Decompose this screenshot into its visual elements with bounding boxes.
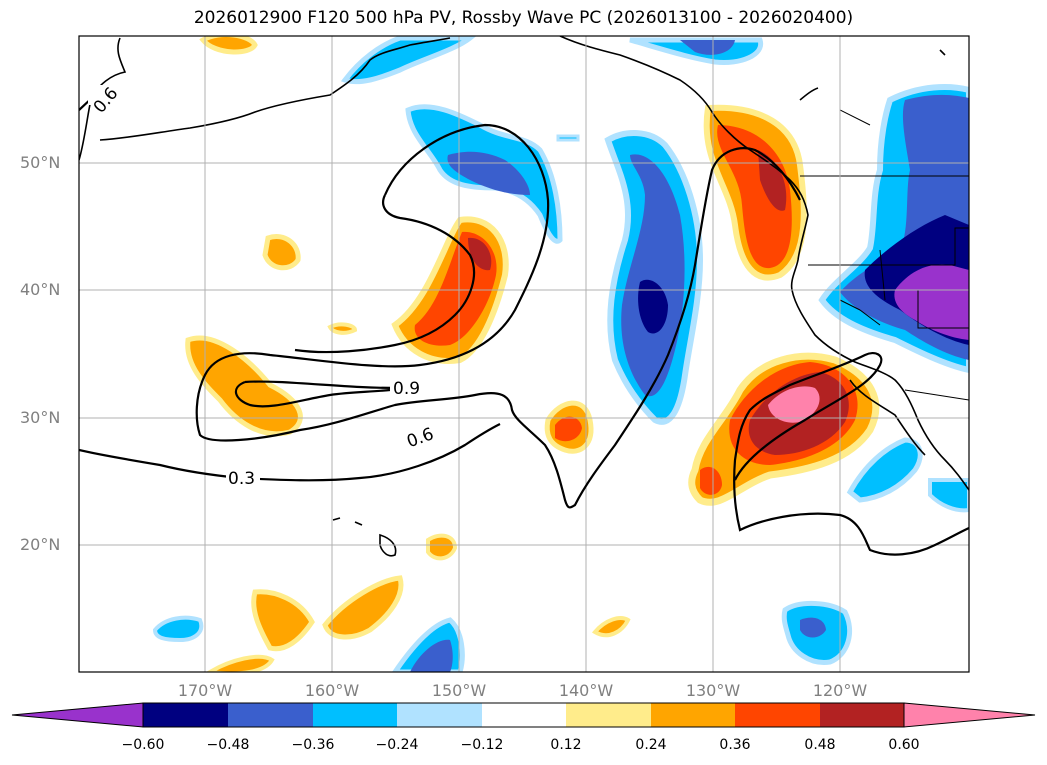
- colorbar-tick-4: −0.24: [375, 737, 419, 753]
- colorbar-segment-2: [228, 703, 313, 727]
- contour-label-0-3: 0.3: [228, 469, 255, 489]
- graticule-lines: [79, 36, 969, 672]
- colorbar-tick-9: 0.48: [804, 737, 836, 753]
- colorbar-segment-3: [313, 703, 397, 727]
- lon-label-120w: 120°W: [812, 681, 868, 700]
- contour-line-0.6-north: [195, 123, 801, 509]
- map-plot-area: 0.6 0.9 0.6 0.3: [79, 36, 969, 672]
- colorbar-segment-4: [397, 703, 482, 727]
- map-frame: [78, 35, 970, 673]
- lon-label-150w: 150°W: [431, 681, 487, 700]
- contour-line-0.3-east: [733, 351, 969, 556]
- map-title: 2026012900 F120 500 hPa PV, Rossby Wave …: [193, 8, 854, 28]
- colorbar-lower-extension: [11, 702, 144, 728]
- lat-label-40n: 40°N: [20, 280, 61, 299]
- colorbar-segment-7: [651, 703, 735, 727]
- political-boundaries: [800, 36, 969, 401]
- negative-anomaly-fills: [152, 36, 969, 672]
- colorbar-tick-3: −0.36: [291, 737, 335, 753]
- colorbar-tick-6: 0.12: [550, 737, 582, 753]
- contour-line-0.6-inner-loop: [294, 194, 475, 354]
- colorbar-tick-1: −0.60: [121, 737, 165, 753]
- colorbar-tick-10: 0.60: [888, 737, 920, 753]
- colorbar-tick-2: −0.48: [206, 737, 250, 753]
- lon-label-160w: 160°W: [304, 681, 360, 700]
- lat-label-50n: 50°N: [20, 153, 61, 172]
- lat-label-30n: 30°N: [20, 408, 61, 427]
- colorbar-segment-5: [482, 703, 566, 727]
- positive-anomaly-fills: [185, 36, 880, 672]
- colorbar-upper-extension: [903, 702, 1036, 728]
- wave-contour-lines: [79, 89, 969, 556]
- colorbar-segment-1: [143, 703, 228, 727]
- lon-label-170w: 170°W: [177, 681, 233, 700]
- colorbar-outline: [142, 702, 905, 728]
- colorbar-tick-7: 0.24: [635, 737, 667, 753]
- lon-label-140w: 140°W: [558, 681, 614, 700]
- colorbar-tick-5: −0.12: [460, 737, 504, 753]
- colorbar-segment-6: [566, 703, 651, 727]
- colorbar: [11, 702, 1036, 728]
- contour-label-0-9: 0.9: [393, 379, 420, 399]
- colorbar-segment-9: [820, 703, 904, 727]
- lon-label-130w: 130°W: [685, 681, 741, 700]
- colorbar-tick-8: 0.36: [719, 737, 751, 753]
- contour-line-0.9: [234, 380, 401, 408]
- contour-line-0.3: [79, 423, 501, 482]
- colorbar-segment-8: [735, 703, 820, 727]
- lat-label-20n: 20°N: [20, 535, 61, 554]
- coastlines: [79, 36, 969, 557]
